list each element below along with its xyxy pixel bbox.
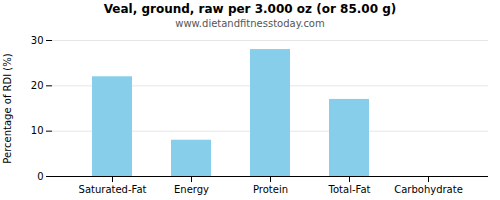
svg-text:10: 10 [31,125,44,136]
svg-text:20: 20 [31,80,44,91]
svg-text:Carbohydrate: Carbohydrate [394,184,463,195]
svg-text:Energy: Energy [174,184,209,195]
svg-text:Saturated-Fat: Saturated-Fat [79,184,147,195]
svg-text:Percentage of RDI (%): Percentage of RDI (%) [2,53,13,163]
svg-text:30: 30 [31,35,44,46]
html-text:Veal, ground, raw per 3.000 oz: Veal, ground, raw per 3.000 oz (or 85.00… [103,2,397,16]
svg-text:0: 0 [37,171,43,182]
html-text:www.dietandfitnesstoday.com: www.dietandfitnesstoday.com [175,18,325,29]
svg-text:Protein: Protein [253,184,288,195]
svg-text:Total-Fat: Total-Fat [328,184,371,195]
